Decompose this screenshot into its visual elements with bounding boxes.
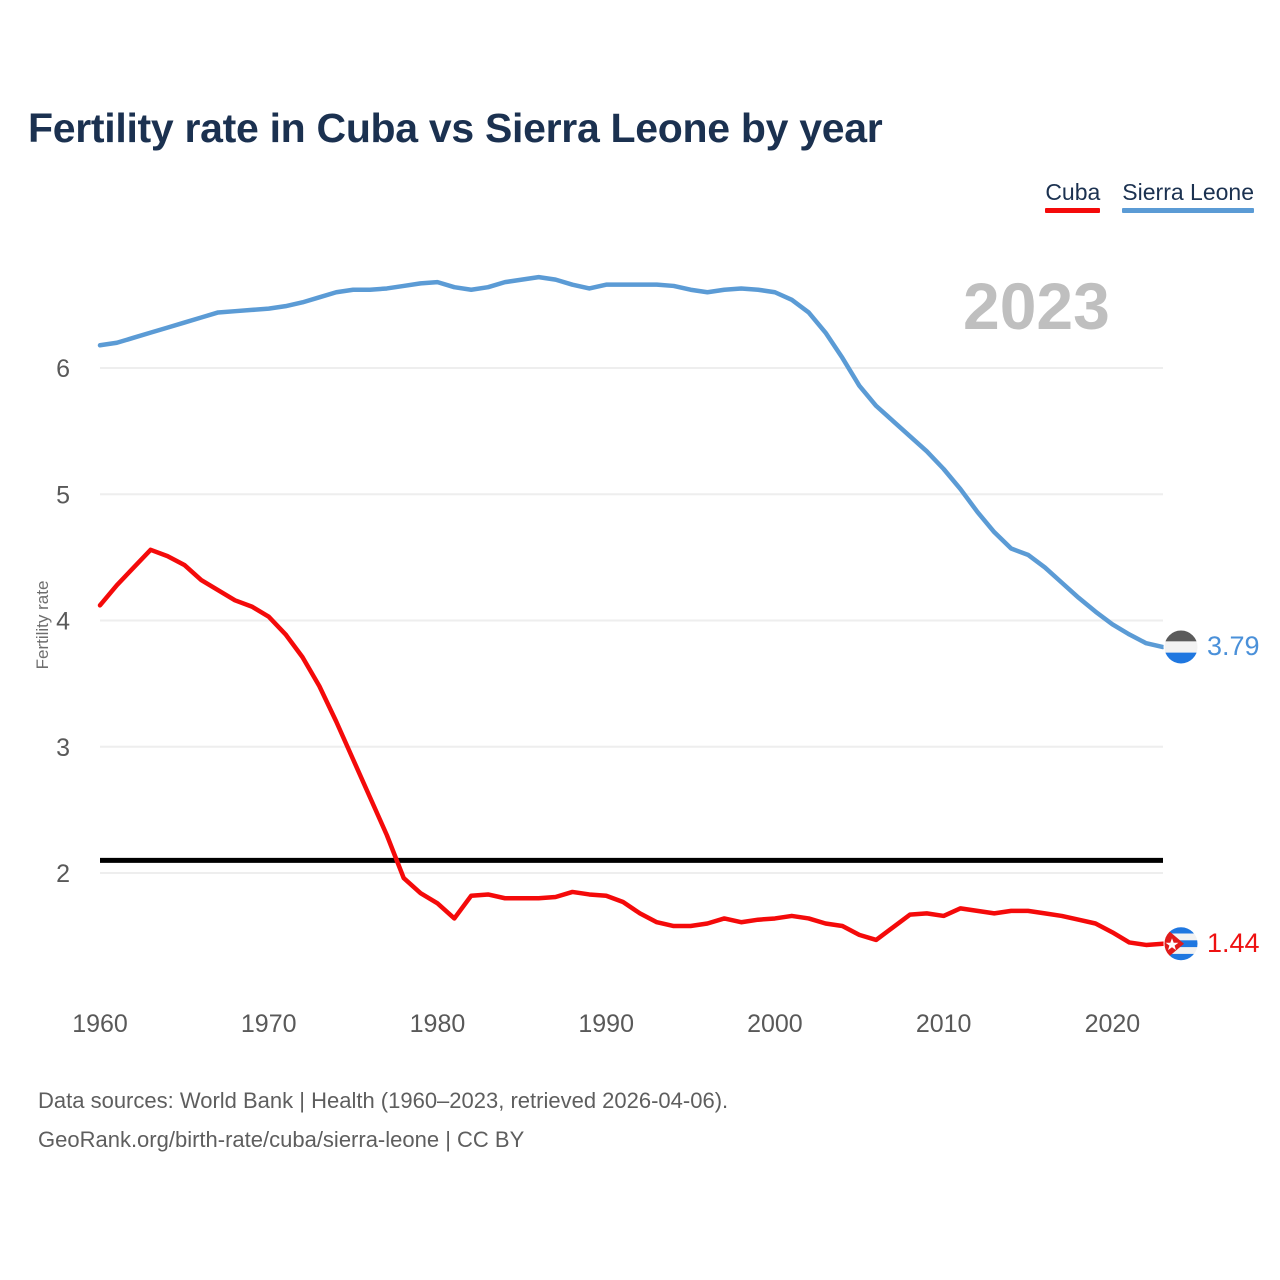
footer-data-sources: Data sources: World Bank | Health (1960–…	[38, 1088, 729, 1113]
x-axis-tick-label: 1980	[410, 1010, 466, 1038]
x-axis-tick-label: 2020	[1085, 1010, 1141, 1038]
gridlines-group	[100, 367, 1163, 874]
cuba-flag-icon	[1163, 926, 1199, 962]
legend-swatch-cuba	[1045, 208, 1101, 214]
x-axis-tick-label: 2000	[747, 1010, 803, 1038]
y-axis-tick-label: 3	[56, 734, 70, 762]
y-axis-tick-labels: 2 3 4 5 6	[56, 355, 70, 888]
legend-swatch-sierra-leone	[1122, 208, 1254, 214]
y-axis-tick-label: 2	[56, 860, 70, 888]
endpoint-marker-cuba: 1.44	[1163, 926, 1260, 962]
endpoint-value-sierra-leone: 3.79	[1207, 631, 1260, 661]
y-axis-title: Fertility rate	[33, 581, 52, 670]
y-axis-tick-label: 6	[56, 355, 70, 383]
series-line-cuba	[97, 547, 1166, 948]
legend-item-cuba[interactable]: Cuba	[1045, 179, 1101, 214]
line-chart-plot: 2 3 4 5 6 1960 1970 1980 1990 2000 2010 2020 Ferti…	[33, 274, 1260, 1038]
sierra-leone-flag-icon	[1163, 629, 1199, 665]
legend-item-sierra-leone[interactable]: Sierra Leone	[1122, 179, 1254, 214]
series-line-sierra-leone	[97, 274, 1166, 650]
footer-attribution: GeoRank.org/birth-rate/cuba/sierra-leone…	[38, 1126, 525, 1152]
x-axis-tick-label: 2010	[916, 1010, 972, 1038]
x-axis-tick-label: 1970	[241, 1010, 297, 1038]
page-title: Fertility rate in Cuba vs Sierra Leone b…	[28, 105, 883, 151]
y-axis-tick-label: 4	[56, 608, 70, 636]
endpoint-value-cuba: 1.44	[1207, 928, 1260, 958]
chart-footer: Data sources: World Bank | Health (1960–…	[38, 1082, 728, 1159]
year-badge: 2023	[963, 269, 1110, 343]
y-axis-tick-label: 5	[56, 481, 70, 509]
x-axis-tick-label: 1960	[72, 1010, 128, 1038]
x-axis-tick-labels: 1960 1970 1980 1990 2000 2010 2020	[72, 1010, 1140, 1038]
legend-label-sierra-leone: Sierra Leone	[1122, 179, 1254, 205]
endpoint-marker-sierra-leone: 3.79	[1163, 629, 1260, 665]
x-axis-tick-label: 1990	[578, 1010, 634, 1038]
chart-legend: Cuba Sierra Leone	[1045, 179, 1254, 214]
legend-label-cuba: Cuba	[1045, 179, 1101, 205]
